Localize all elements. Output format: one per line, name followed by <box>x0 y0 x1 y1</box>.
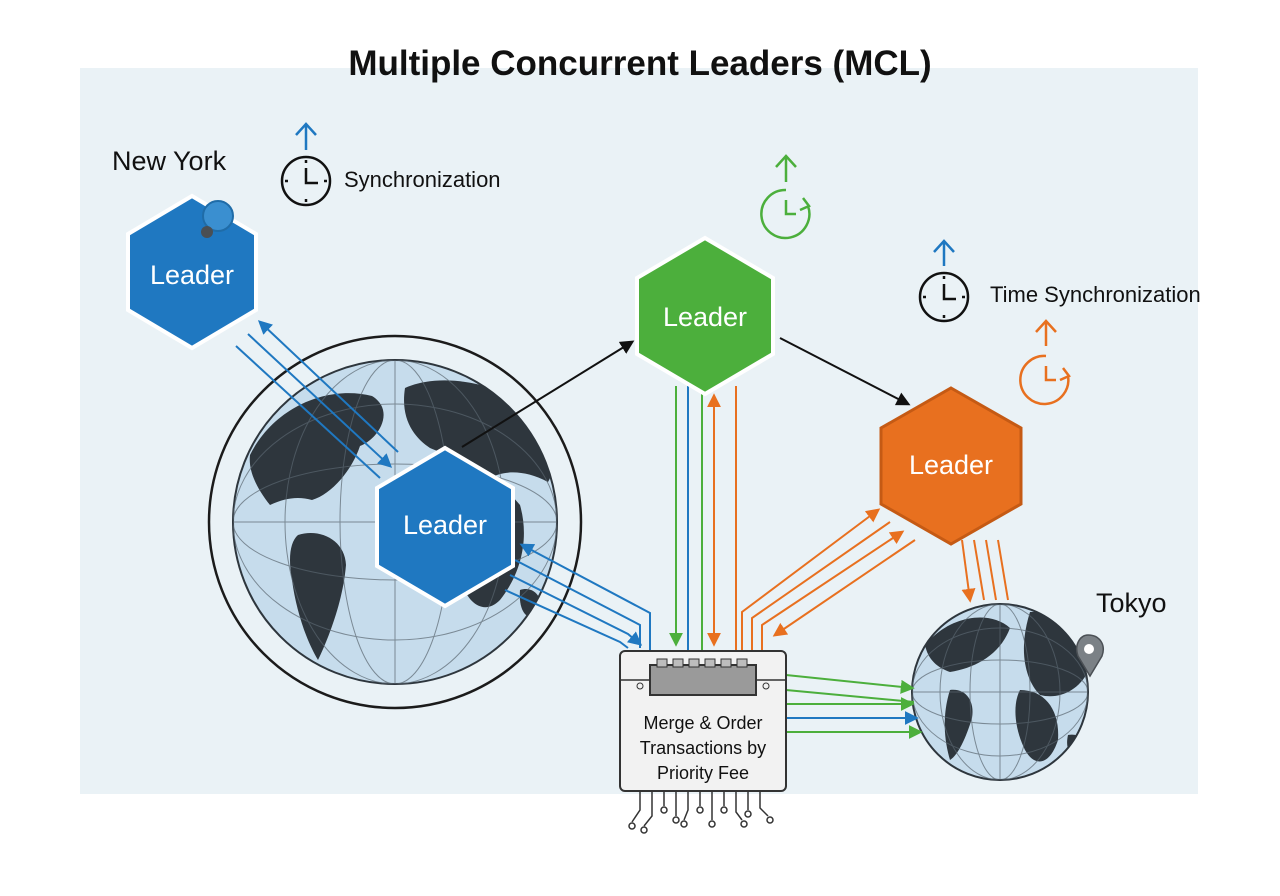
globe-right <box>911 603 1089 781</box>
synchronization-label: Synchronization <box>344 167 501 192</box>
new-york-label: New York <box>112 146 227 176</box>
link-orange-leader-to-tokyo <box>961 539 1009 603</box>
leader-orange-label: Leader <box>909 450 993 480</box>
link-newyork-to-globe-leader <box>235 320 399 479</box>
leader-new-york-label: Leader <box>150 260 234 290</box>
leader-green-label: Leader <box>663 302 747 332</box>
tokyo-label: Tokyo <box>1096 588 1167 618</box>
link-processor-to-tokyo <box>785 674 923 739</box>
orange-refresh-clock-icon <box>1019 354 1071 406</box>
time-synchronization-label: Time Synchronization <box>990 282 1201 307</box>
time-sync-arrow-up-icon <box>933 239 955 266</box>
orange-sync-arrow-up-icon <box>1035 319 1057 346</box>
link-globe-leader-to-processor <box>504 543 651 650</box>
chip-icon <box>649 664 757 696</box>
clock-icon <box>280 155 332 207</box>
time-sync-clock-icon <box>918 271 970 323</box>
link-processor-to-orange-leader <box>741 508 916 650</box>
leader-orange: Leader <box>879 386 1023 546</box>
processor-line-3: Priority Fee <box>657 763 749 783</box>
processor-line-2: Transactions by <box>640 738 766 758</box>
leader-globe: Leader <box>375 445 515 609</box>
location-pin-icon <box>1076 634 1104 678</box>
green-sync-arrow-up-icon <box>775 154 797 182</box>
leader-globe-label: Leader <box>403 510 487 540</box>
link-green-leader-to-orange-leader <box>779 337 911 406</box>
orbit-ring <box>207 334 583 710</box>
location-tag-icon <box>201 200 234 238</box>
sync-arrow-up-icon <box>295 122 317 150</box>
leader-new-york: Leader <box>126 193 258 351</box>
leader-green: Leader <box>635 235 775 397</box>
processor-line-1: Merge & Order <box>643 713 762 733</box>
diagram-title: Multiple Concurrent Leaders (MCL) <box>348 44 932 83</box>
circuit-traces <box>628 791 774 834</box>
link-green-leader-to-processor <box>669 386 737 650</box>
merge-order-processor: Merge & Order Transactions by Priority F… <box>619 650 787 834</box>
green-refresh-clock-icon <box>760 188 811 240</box>
link-globe-leader-to-green-leader <box>461 340 635 448</box>
